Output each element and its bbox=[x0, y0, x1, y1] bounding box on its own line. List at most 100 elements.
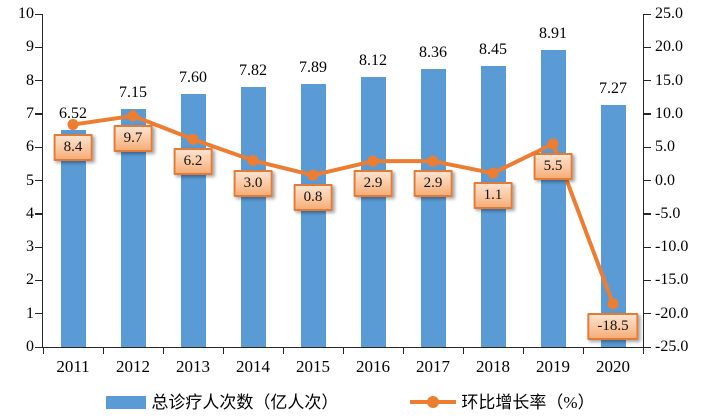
left-axis-tick bbox=[35, 80, 43, 82]
bar-value-label: 8.45 bbox=[479, 40, 507, 58]
bar-value-label: 7.82 bbox=[239, 61, 267, 79]
line-value-label: 8.4 bbox=[53, 133, 93, 161]
bar-series-swatch-icon bbox=[106, 395, 147, 409]
bar-value-label: 8.36 bbox=[419, 43, 447, 61]
right-axis-tick-label: -15.0 bbox=[655, 271, 689, 289]
x-axis-category-label: 2015 bbox=[296, 357, 330, 376]
bar bbox=[240, 86, 266, 347]
x-axis-category-label: 2013 bbox=[176, 357, 210, 376]
x-axis-tick bbox=[462, 347, 464, 354]
right-axis-tick bbox=[643, 46, 651, 49]
line-path bbox=[72, 113, 615, 305]
left-axis-tick-label: 4 bbox=[26, 204, 34, 222]
x-axis-tick bbox=[582, 347, 584, 354]
right-axis-tick-label: -5.0 bbox=[655, 204, 681, 222]
bar bbox=[600, 104, 626, 347]
right-axis-tick bbox=[643, 279, 651, 282]
x-axis-tick bbox=[102, 347, 104, 354]
right-axis-tick-label: -25.0 bbox=[655, 338, 689, 355]
x-axis-category-label: 2017 bbox=[416, 357, 450, 376]
left-axis-tick-label: 9 bbox=[26, 38, 34, 56]
bar-value-label: 8.12 bbox=[359, 51, 387, 69]
bar bbox=[420, 68, 446, 347]
right-axis-tick bbox=[643, 13, 651, 15]
legend-label-line-series: 环比增长率（%） bbox=[461, 392, 595, 412]
x-axis-category-label: 2014 bbox=[236, 357, 270, 376]
line-value-label: 3.0 bbox=[233, 169, 273, 197]
x-axis-category-label: 2018 bbox=[476, 357, 510, 376]
left-axis-tick-label: 8 bbox=[26, 71, 34, 89]
legend-label-bar-series: 总诊疗人次数（亿人次） bbox=[151, 392, 339, 412]
left-axis-tick-label: 6 bbox=[26, 138, 34, 156]
left-axis-tick bbox=[35, 279, 43, 282]
x-axis-tick bbox=[42, 347, 44, 354]
bar-value-label: 7.27 bbox=[599, 79, 627, 97]
line-value-label: 2.9 bbox=[413, 170, 453, 198]
right-axis-tick bbox=[643, 80, 651, 82]
left-axis-tick bbox=[35, 213, 43, 215]
x-axis-tick bbox=[162, 347, 164, 354]
left-axis-tick-label: 3 bbox=[26, 238, 34, 256]
left-axis-tick-label: 0 bbox=[26, 338, 34, 355]
line-series-marker-icon bbox=[410, 396, 457, 408]
line-value-label: 2.9 bbox=[353, 170, 393, 198]
left-axis-tick bbox=[35, 346, 43, 348]
bar-value-label: 7.60 bbox=[179, 68, 207, 86]
x-axis-tick bbox=[342, 347, 344, 354]
right-axis-tick bbox=[643, 146, 651, 148]
line-value-label: 5.5 bbox=[533, 152, 573, 180]
x-axis-category-label: 2012 bbox=[116, 357, 150, 376]
bar-value-label: 6.52 bbox=[59, 104, 87, 122]
left-axis-tick bbox=[35, 46, 43, 49]
right-axis-tick bbox=[643, 346, 651, 348]
line-value-label: 1.1 bbox=[473, 182, 513, 210]
bar-value-label: 7.15 bbox=[119, 83, 147, 101]
left-axis-tick-label: 7 bbox=[26, 104, 34, 122]
right-axis-tick-label: 0.0 bbox=[655, 171, 675, 189]
x-axis-category-label: 2016 bbox=[356, 357, 390, 376]
right-axis-tick-label: 10.0 bbox=[655, 104, 683, 122]
line-value-label: -18.5 bbox=[587, 312, 639, 340]
right-axis-tick-label: 5.0 bbox=[655, 138, 675, 156]
left-axis-tick bbox=[35, 313, 43, 315]
left-axis-tick bbox=[35, 146, 43, 148]
bar bbox=[540, 50, 566, 347]
x-axis-tick bbox=[222, 347, 224, 354]
x-axis-tick bbox=[642, 347, 644, 354]
x-axis-tick bbox=[282, 347, 284, 354]
bar bbox=[180, 93, 206, 347]
left-axis-tick-label: 1 bbox=[26, 304, 34, 322]
left-axis-tick-label: 2 bbox=[26, 271, 34, 289]
left-axis-tick bbox=[35, 13, 43, 15]
line-value-label: 6.2 bbox=[173, 148, 213, 176]
right-axis-tick-label: -20.0 bbox=[655, 304, 689, 322]
legend: 总诊疗人次数（亿人次） 环比增长率（%） bbox=[0, 389, 701, 415]
legend-item-line-series: 环比增长率（%） bbox=[410, 392, 595, 412]
right-axis-tick-label: 25.0 bbox=[655, 5, 683, 22]
right-axis-tick bbox=[643, 213, 651, 215]
right-axis-tick-label: -10.0 bbox=[655, 238, 689, 256]
right-axis-tick bbox=[643, 313, 651, 315]
right-axis-tick-label: 15.0 bbox=[655, 71, 683, 89]
left-axis-tick bbox=[35, 113, 43, 115]
right-axis-tick-label: 20.0 bbox=[655, 38, 683, 56]
left-axis-tick bbox=[35, 246, 43, 248]
right-axis-tick bbox=[643, 180, 651, 182]
left-axis-tick-label: 5 bbox=[26, 171, 34, 189]
bar bbox=[360, 76, 386, 347]
x-axis-tick bbox=[522, 347, 524, 354]
bar bbox=[60, 129, 86, 347]
legend-item-bar-series: 总诊疗人次数（亿人次） bbox=[106, 393, 338, 412]
x-axis-tick bbox=[402, 347, 404, 354]
x-axis-category-label: 2019 bbox=[536, 357, 570, 376]
x-axis-category-label: 2011 bbox=[56, 357, 90, 376]
left-axis-tick-label: 10 bbox=[18, 5, 34, 22]
x-axis-category-label: 2020 bbox=[596, 357, 630, 376]
line-value-label: 9.7 bbox=[113, 124, 153, 152]
bar-value-label: 8.91 bbox=[539, 25, 567, 43]
right-axis-tick bbox=[643, 113, 651, 115]
bar-value-label: 7.89 bbox=[299, 59, 327, 77]
right-axis-tick bbox=[643, 246, 651, 248]
left-axis-tick bbox=[35, 180, 43, 182]
